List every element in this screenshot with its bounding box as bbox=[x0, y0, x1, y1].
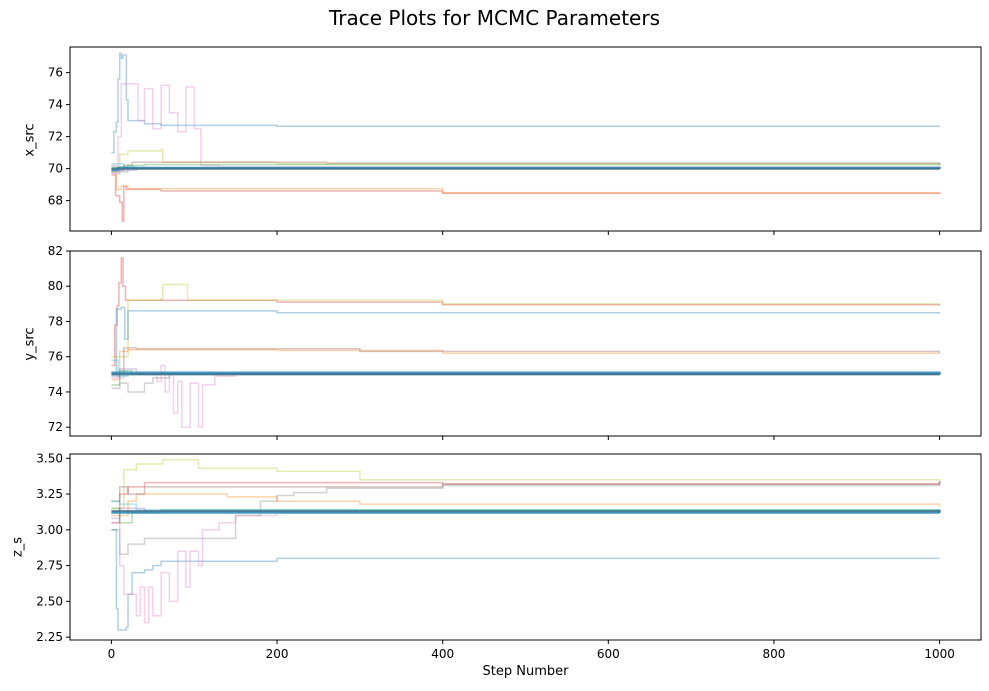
z-s-panel: 2.25 2.50 2.75 3.00 3.25 3.50 0 200 400 600 800 100… bbox=[36, 451, 982, 661]
trace-line-5 bbox=[111, 511, 940, 624]
y-tick-label: 72 bbox=[48, 130, 63, 144]
trace-line-4 bbox=[111, 171, 941, 194]
trace-line-11 bbox=[111, 510, 941, 513]
y-tick-label: 70 bbox=[48, 162, 63, 176]
z-s-axis-label: z_s bbox=[10, 536, 26, 558]
y-tick-label: 3.50 bbox=[36, 451, 63, 465]
trace-line-5 bbox=[111, 364, 940, 428]
trace-line-2 bbox=[111, 306, 941, 376]
trace-line-0 bbox=[111, 257, 941, 367]
x-tick-label: 400 bbox=[431, 647, 454, 661]
y-tick-label: 76 bbox=[48, 350, 63, 364]
y-tick-label: 72 bbox=[48, 420, 63, 434]
axes-frame bbox=[69, 250, 982, 437]
y-tick-label: 3.25 bbox=[36, 487, 63, 501]
trace-line-0 bbox=[111, 52, 941, 154]
trace-line-1 bbox=[111, 481, 941, 524]
trace-line-6 bbox=[111, 481, 941, 502]
trace-line-2 bbox=[111, 148, 941, 170]
y-tick-label: 2.25 bbox=[36, 630, 63, 644]
trace-line-1 bbox=[111, 283, 941, 358]
x-src-axis-label: x_src bbox=[22, 123, 38, 157]
y-tick-label: 76 bbox=[48, 66, 63, 80]
y-tick-label: 82 bbox=[48, 244, 63, 258]
x-tick-label: 200 bbox=[266, 647, 289, 661]
x-tick-label: 1000 bbox=[924, 647, 955, 661]
trace-line-0 bbox=[111, 458, 941, 510]
y-tick-label: 74 bbox=[48, 98, 63, 112]
y-tick-label: 80 bbox=[48, 279, 63, 293]
x-tick-label: 800 bbox=[763, 647, 786, 661]
trace-line-3 bbox=[111, 493, 941, 517]
y-tick-label: 68 bbox=[48, 194, 63, 208]
y-tick-label: 2.50 bbox=[36, 594, 63, 608]
trace-line-4 bbox=[111, 347, 941, 374]
trace-line-1 bbox=[111, 83, 940, 168]
series-group bbox=[111, 52, 941, 223]
y-src-axis-label: y_src bbox=[22, 327, 38, 361]
trace-line-2 bbox=[111, 481, 941, 555]
y-tick-label: 78 bbox=[48, 314, 63, 328]
trace-line-4 bbox=[111, 529, 940, 631]
y-tick-label: 3.00 bbox=[36, 523, 63, 537]
figure-title: Trace Plots for MCMC Parameters bbox=[328, 6, 660, 30]
trace-line-8 bbox=[111, 500, 941, 513]
axes-frame bbox=[69, 453, 982, 641]
x-tick-label: 600 bbox=[597, 647, 620, 661]
series-group bbox=[111, 458, 941, 631]
axes-frame bbox=[69, 46, 982, 232]
trace-line-3 bbox=[111, 174, 941, 223]
y-tick-label: 74 bbox=[48, 385, 63, 399]
x-tick-label: 0 bbox=[108, 647, 116, 661]
series-group bbox=[111, 257, 941, 428]
y-tick-label: 2.75 bbox=[36, 559, 63, 573]
x-src-panel: 68 70 72 74 76 bbox=[48, 46, 982, 235]
y-src-panel: 72 74 76 78 80 82 bbox=[48, 244, 982, 440]
trace-line-6 bbox=[111, 373, 940, 393]
trace-line-3 bbox=[111, 348, 940, 381]
x-axis-label: Step Number bbox=[482, 664, 569, 679]
